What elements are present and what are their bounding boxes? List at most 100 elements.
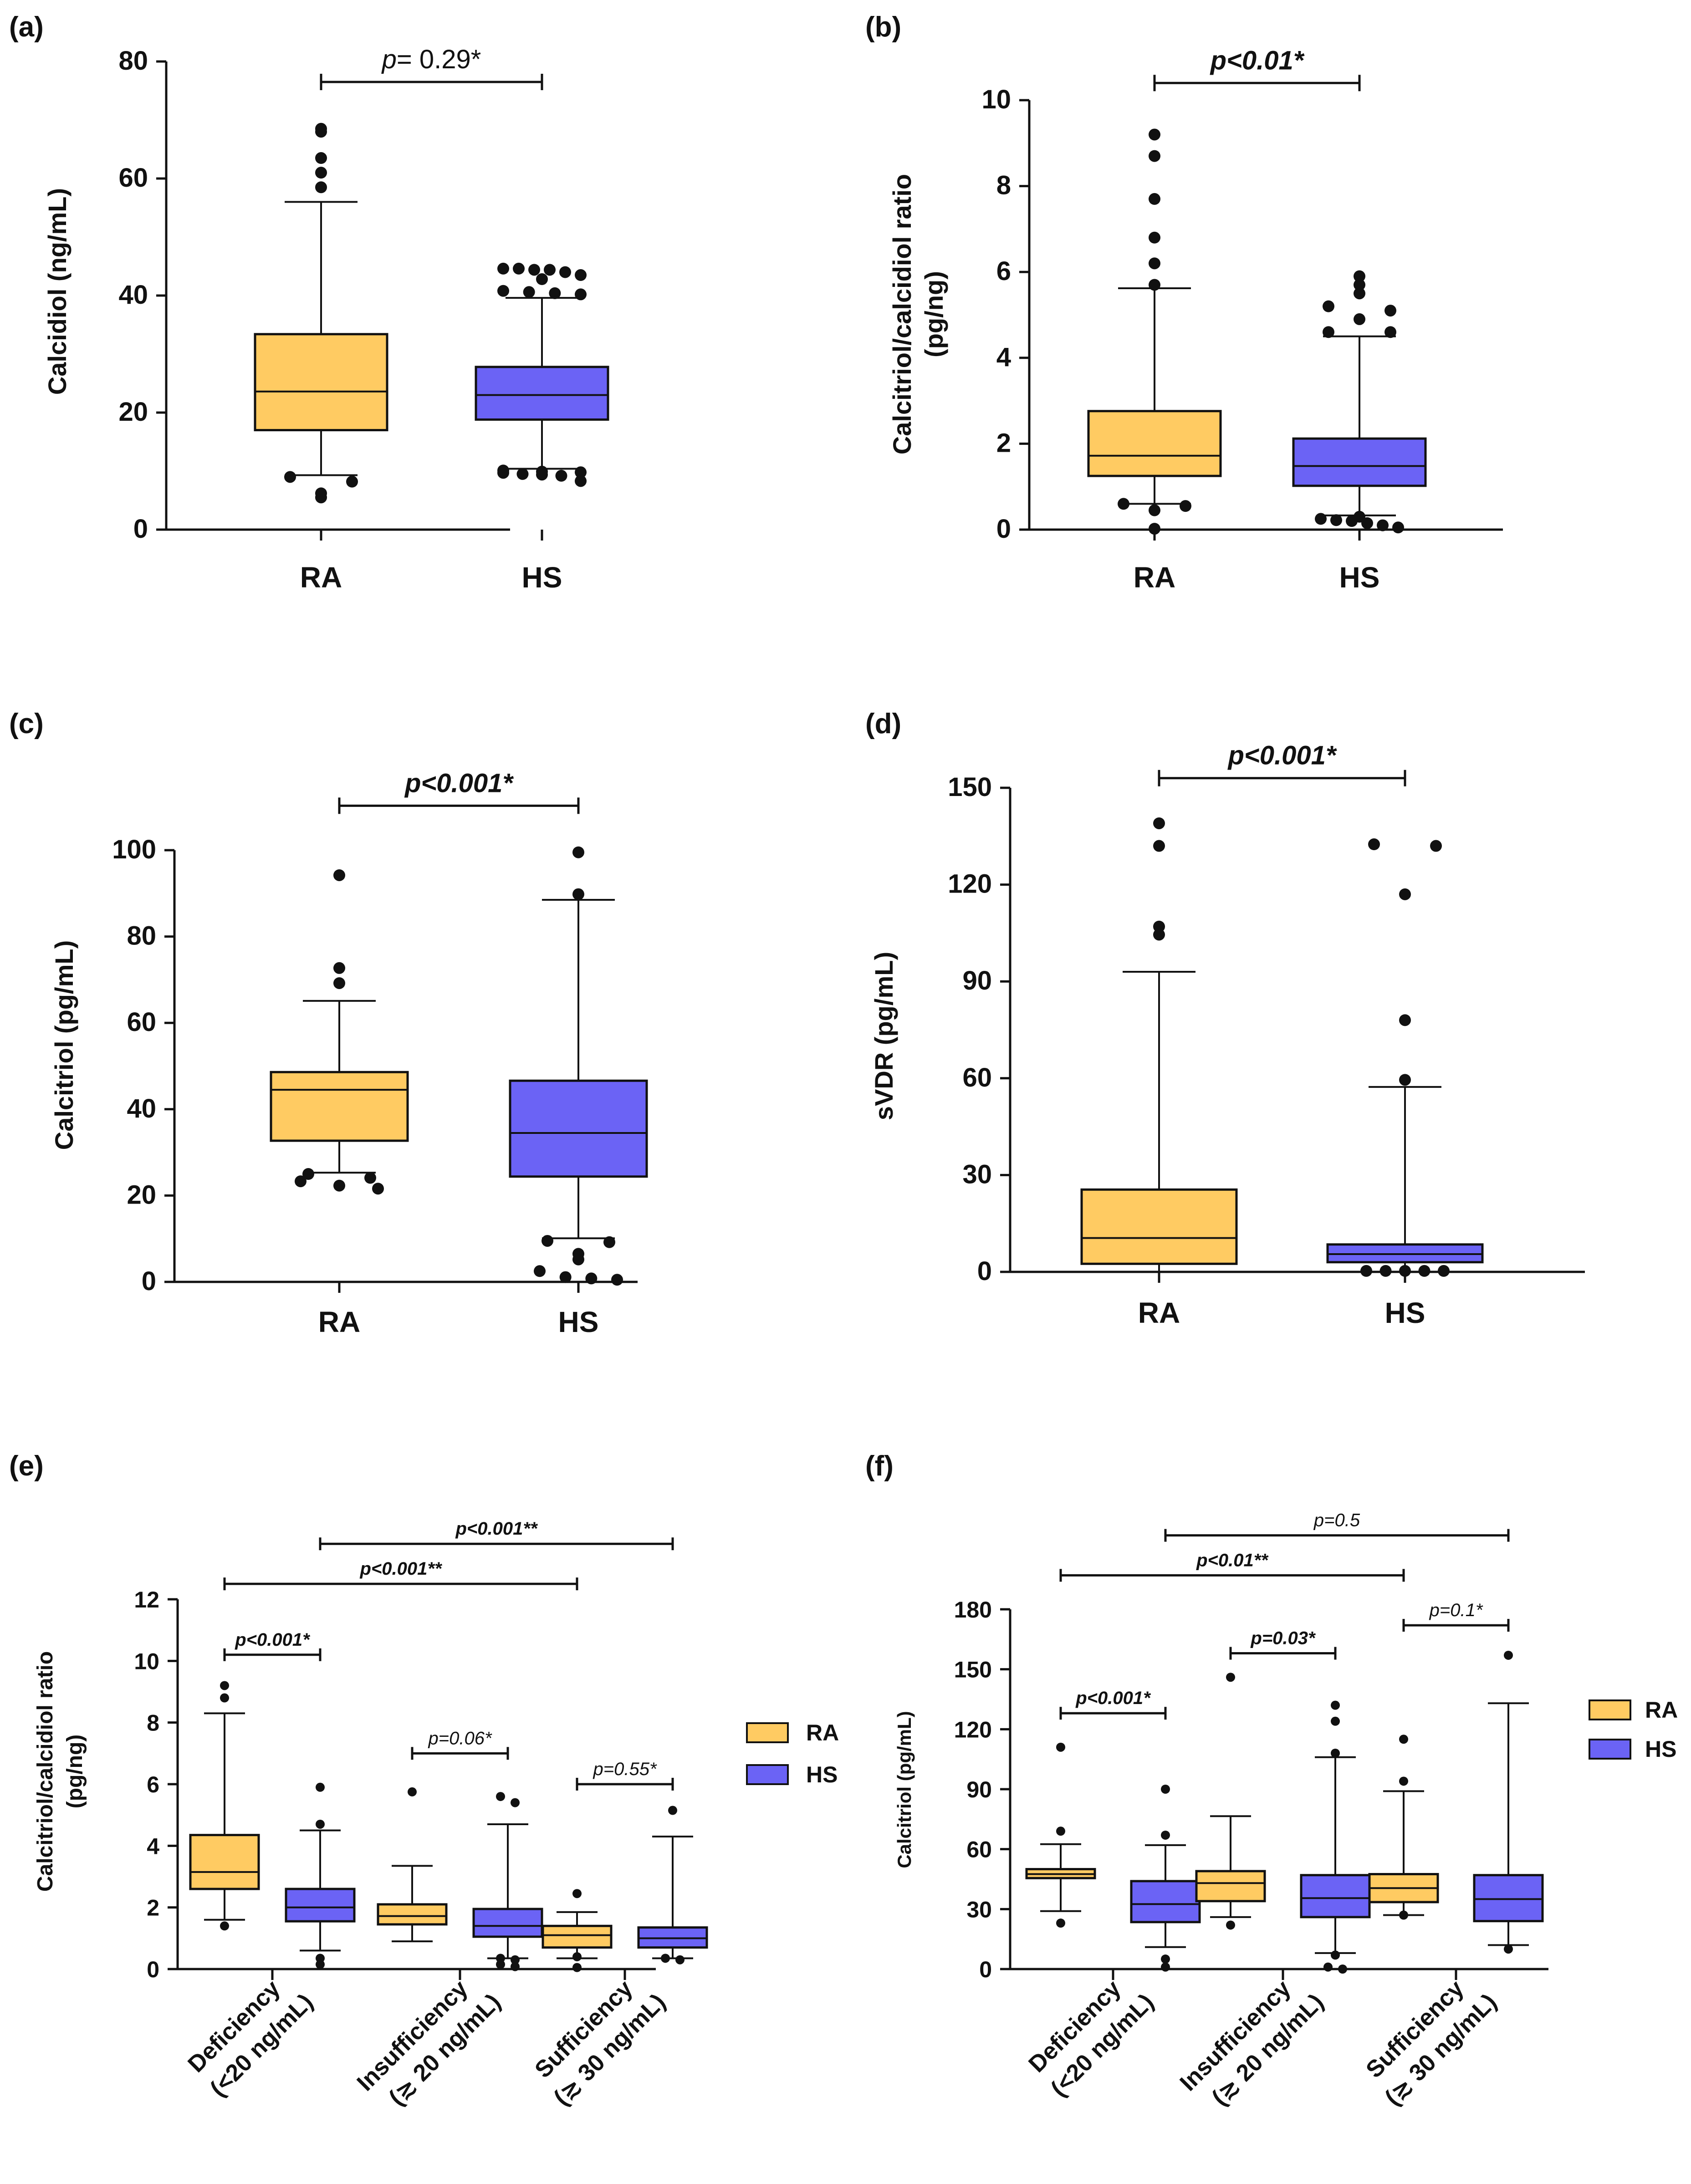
outlier-point — [1392, 521, 1404, 534]
outlier-point — [1153, 929, 1165, 941]
y-tick-label: 0 — [996, 514, 1011, 544]
outlier-point — [1149, 128, 1160, 141]
outlier-point — [572, 1889, 582, 1898]
outlier-point — [1149, 193, 1160, 205]
outlier-point — [572, 1963, 582, 1972]
y-axis-title-c: Calcitriol (pg/mL) — [50, 940, 78, 1150]
outlier-point — [1161, 1785, 1170, 1794]
outlier-point — [316, 1782, 325, 1792]
outlier-point — [496, 1792, 505, 1801]
y-axis-title-e-line2: (pg/ng) — [63, 1735, 87, 1809]
box-iqr — [1130, 1880, 1201, 1924]
legend-swatch-ra — [1589, 1699, 1631, 1720]
outlier-point — [513, 262, 525, 275]
outlier-point — [559, 1271, 572, 1283]
outlier-point — [572, 1952, 582, 1961]
legend-swatch-hs — [746, 1764, 789, 1785]
significance-bracket: p<0.001* — [338, 768, 580, 814]
outlier-point — [315, 491, 327, 504]
box-iqr — [1080, 1188, 1238, 1265]
x-category-label: HS — [1385, 1296, 1425, 1329]
y-tick-label: 4 — [147, 1833, 159, 1859]
outlier-point — [1226, 1673, 1235, 1682]
box-iqr — [285, 1888, 356, 1923]
box-hs — [1300, 1700, 1371, 1974]
significance-bracket: p<0.01** — [1059, 1550, 1405, 1582]
y-tick-label: 2 — [147, 1895, 159, 1921]
y-tick-label: 20 — [127, 1180, 156, 1209]
outlier-point — [408, 1787, 417, 1796]
outlier-point — [284, 471, 296, 483]
box-iqr — [542, 1924, 613, 1949]
outlier-point — [511, 1955, 520, 1965]
y-axis-title-e-line1: Calcitriol/calcidiol ratio — [33, 1651, 57, 1892]
outlier-point — [496, 1959, 505, 1969]
box-iqr — [475, 366, 609, 421]
outlier-point — [333, 962, 345, 974]
significance-label: p=0.5 — [1313, 1510, 1360, 1531]
legend-e: RA HS — [746, 1720, 839, 1787]
outlier-point — [1161, 1954, 1170, 1964]
box-iqr — [472, 1908, 543, 1938]
x-category-label: RA — [318, 1306, 360, 1338]
panel-a: (a) Calcidiol (ng/mL) 0 20 40 60 80 RA HS p= 0.… — [9, 11, 609, 594]
outlier-point — [1315, 513, 1327, 525]
y-tick-label: 60 — [127, 1007, 156, 1037]
y-tick-label: 90 — [962, 966, 992, 995]
outlier-point — [523, 286, 535, 298]
outlier-point — [511, 1798, 520, 1807]
outlier-point — [511, 1962, 520, 1971]
outlier-point — [1118, 498, 1129, 510]
outlier-point — [1399, 1910, 1408, 1920]
significance-label: p<0.01** — [1196, 1550, 1269, 1570]
box-ra — [542, 1889, 613, 1972]
box-ra — [1087, 128, 1222, 535]
outlier-point — [1399, 888, 1411, 900]
box-ra — [1025, 1742, 1096, 1928]
outlier-point — [534, 1265, 546, 1277]
outlier-point — [572, 846, 584, 858]
significance-label: p<0.001* — [1075, 1688, 1151, 1708]
p-value: = 0.29* — [397, 45, 481, 74]
outlier-point — [1368, 838, 1380, 851]
y-tick-label: 60 — [962, 1063, 992, 1092]
box-iqr — [509, 1079, 648, 1178]
box-iqr — [1195, 1870, 1266, 1903]
outlier-point — [316, 1959, 325, 1969]
y-axis-title-d: sVDR (pg/mL) — [869, 952, 898, 1120]
y-tick-label: 0 — [147, 1957, 159, 1982]
box-ra — [270, 869, 409, 1195]
outlier-point — [1399, 1735, 1408, 1744]
outlier-point — [1149, 150, 1160, 162]
outlier-point — [1153, 817, 1165, 829]
y-tick-label: 8 — [147, 1710, 159, 1736]
outlier-point — [572, 888, 584, 900]
box-iqr — [189, 1834, 260, 1890]
outlier-point — [1149, 523, 1160, 535]
significance-label: p=0.03* — [1250, 1628, 1316, 1648]
outlier-point — [1354, 279, 1365, 291]
y-tick-label: 180 — [954, 1597, 992, 1623]
y-tick-label: 2 — [996, 428, 1011, 458]
y-tick-label: 6 — [147, 1772, 159, 1797]
y-tick-label: 0 — [142, 1266, 156, 1296]
outlier-point — [1399, 1265, 1411, 1277]
outlier-point — [572, 1253, 584, 1265]
y-tick-label: 4 — [996, 342, 1011, 372]
box-iqr — [377, 1903, 448, 1926]
outlier-point — [1331, 1716, 1340, 1726]
outlier-point — [675, 1955, 685, 1965]
outlier-point — [542, 1235, 553, 1247]
significance-bracket: p<0.001* — [1158, 741, 1406, 786]
box-hs — [285, 1782, 356, 1969]
outlier-point — [1360, 1265, 1372, 1277]
outlier-point — [316, 1819, 325, 1829]
box-ra — [1368, 1735, 1439, 1920]
x-category-label: HS — [522, 561, 562, 594]
outlier-point — [220, 1681, 229, 1690]
box-hs — [475, 262, 609, 487]
significance-label: p<0.001* — [235, 1630, 311, 1650]
y-tick-label: 6 — [996, 256, 1011, 286]
box-ra — [189, 1681, 260, 1931]
outlier-point — [1384, 326, 1396, 338]
